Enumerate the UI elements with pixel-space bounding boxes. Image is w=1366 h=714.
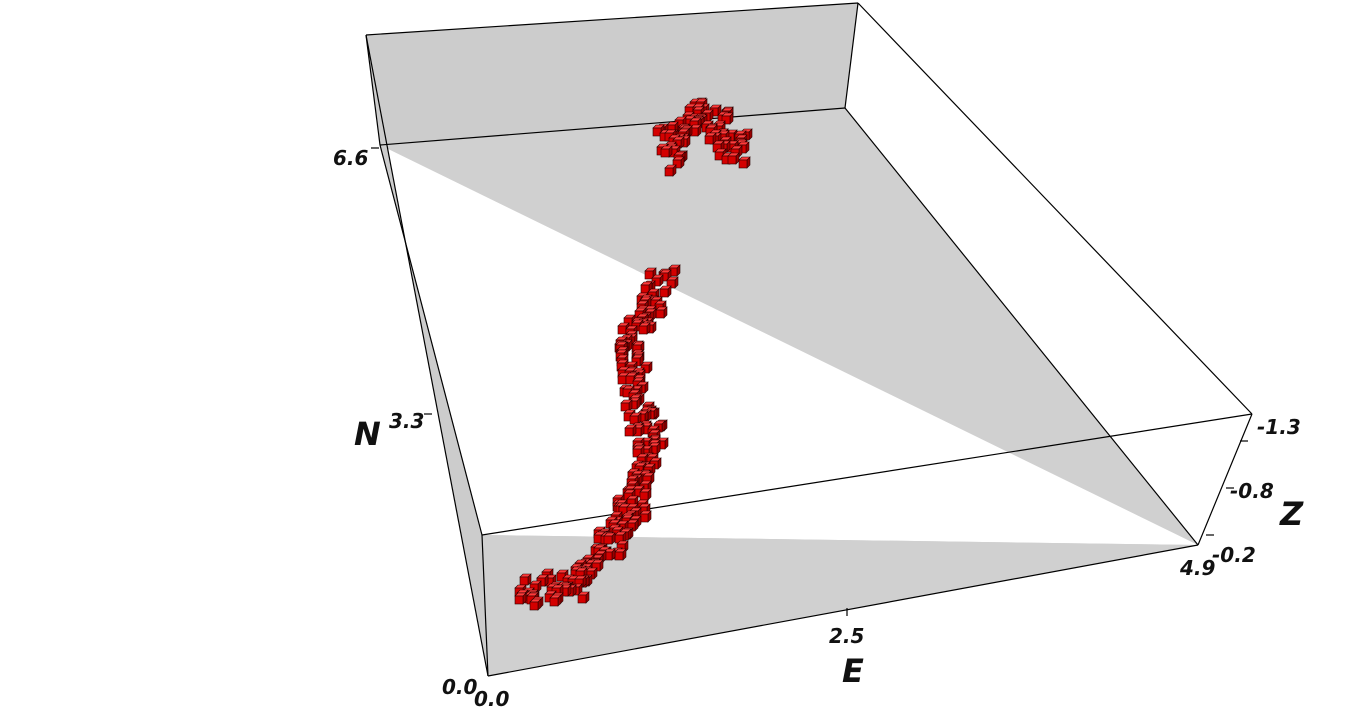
voxel-cube [659, 285, 672, 298]
e-tick-label-1: 2.5 [829, 624, 864, 648]
z-tick-label-0: -0.2 [1212, 543, 1256, 567]
n-tick-label-0: 0.0 [442, 675, 478, 699]
voxel-cube [642, 472, 655, 485]
voxel-cube [666, 276, 679, 289]
voxel-cube [666, 121, 679, 134]
tick-marks [371, 147, 1248, 616]
voxel-cube [577, 591, 590, 604]
voxel-cube [603, 548, 616, 561]
voxel-cube [721, 112, 734, 125]
z-axis-label: Z [1279, 495, 1304, 533]
voxel-cube [514, 592, 527, 605]
voxel-cube [639, 510, 652, 523]
voxel-cube [624, 424, 637, 437]
voxel-cube [664, 164, 677, 177]
voxel-cube [689, 124, 702, 137]
voxel-bodies [514, 97, 753, 611]
voxel-cube [738, 156, 751, 169]
box-edges [365, 2, 1253, 677]
e-tick-label-0: 0.0 [474, 687, 510, 711]
voxel-cube [672, 156, 685, 169]
voxel-cube [549, 594, 562, 607]
voxel-cube [628, 397, 641, 410]
plot-box [365, 2, 1253, 677]
z-tick-label-1: -0.8 [1230, 479, 1274, 503]
voxel-cube [574, 575, 587, 588]
voxel-cube [629, 412, 642, 425]
axis-labels: E N Z [354, 415, 1304, 690]
front-face [482, 535, 1198, 676]
voxel-cube [519, 573, 532, 586]
voxel-cube [620, 399, 633, 412]
back-wall [366, 3, 858, 145]
voxel-cube [614, 548, 627, 561]
voxel-cube [704, 132, 717, 145]
voxel-cube [651, 274, 664, 287]
voxel-cube [529, 598, 542, 611]
voxel-cube [639, 488, 652, 501]
voxel-cube [575, 567, 588, 580]
tick-labels: 0.0 2.5 4.9 0.0 3.3 6.6 -0.2 -0.8 -1.3 [333, 146, 1301, 711]
n-tick-label-2: 6.6 [333, 146, 369, 170]
voxel-cube [656, 437, 669, 450]
voxel-cube [640, 361, 653, 374]
voxel-cube [591, 559, 604, 572]
voxel-cube [660, 145, 673, 158]
voxel-cube [668, 264, 681, 277]
n-tick-label-1: 3.3 [389, 409, 424, 433]
n-axis-label: N [354, 415, 381, 453]
voxel-cube [709, 104, 722, 117]
voxel-cube [655, 306, 668, 319]
e-tick-label-2: 4.9 [1179, 556, 1216, 580]
z-tick-label-2: -1.3 [1257, 415, 1301, 439]
e-axis-label: E [842, 652, 864, 690]
voxel-cube [727, 152, 740, 165]
voxel-cube [626, 519, 639, 532]
voxel-cube [614, 531, 627, 544]
voxel-cube [638, 322, 651, 335]
voxel-cube [603, 532, 616, 545]
